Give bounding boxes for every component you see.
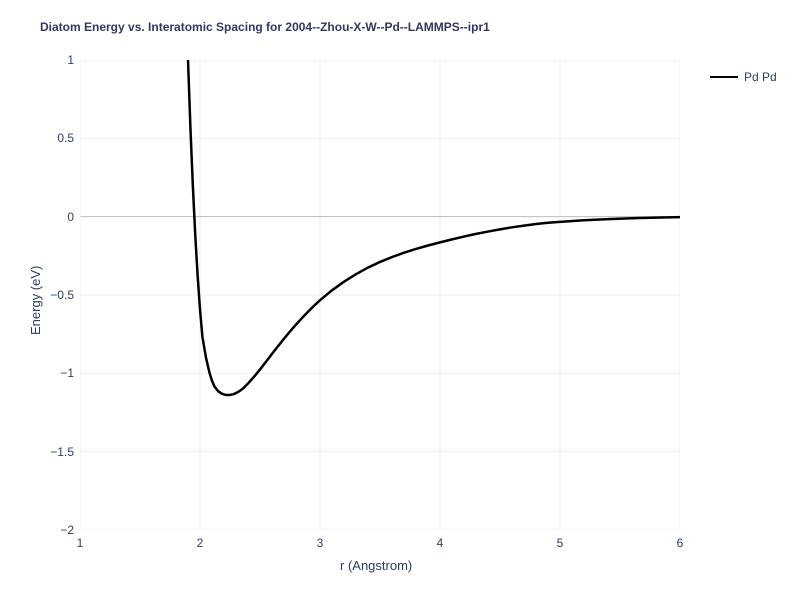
y-tick-label: 0.5 [46, 131, 74, 145]
y-tick-label: 1 [46, 53, 74, 67]
y-tick-label: −1.5 [46, 445, 74, 459]
x-tick-label: 4 [437, 536, 444, 550]
x-tick-label: 3 [317, 536, 324, 550]
y-axis-label: Energy (eV) [28, 266, 43, 335]
y-tick-label: −1 [46, 366, 74, 380]
y-tick-label: −2 [46, 523, 74, 537]
x-tick-label: 1 [77, 536, 84, 550]
legend: Pd Pd [710, 70, 777, 84]
chart-container: Diatom Energy vs. Interatomic Spacing fo… [0, 0, 800, 600]
x-tick-label: 6 [677, 536, 684, 550]
y-tick-label: 0 [46, 210, 74, 224]
chart-title: Diatom Energy vs. Interatomic Spacing fo… [40, 20, 490, 34]
legend-swatch [710, 76, 738, 78]
chart-plot [80, 60, 680, 530]
x-axis-label: r (Angstrom) [340, 558, 412, 573]
y-tick-label: −0.5 [46, 288, 74, 302]
x-tick-label: 2 [197, 536, 204, 550]
x-tick-label: 5 [557, 536, 564, 550]
legend-label: Pd Pd [744, 70, 777, 84]
